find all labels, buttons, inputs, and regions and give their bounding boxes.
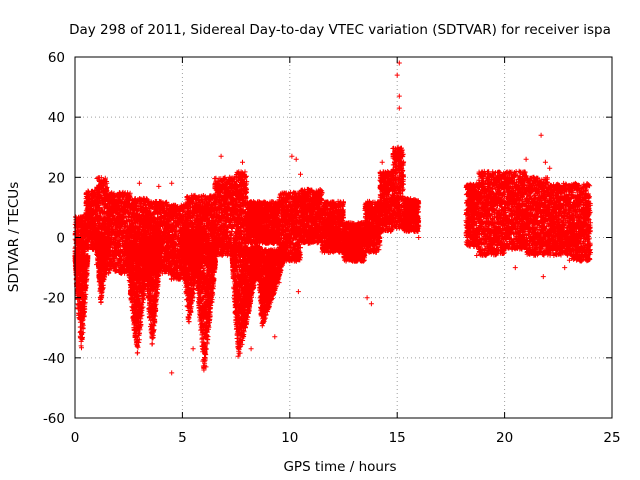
x-tick-label: 5 [178, 430, 187, 446]
x-tick-label: 25 [603, 430, 620, 446]
x-tick-label: 15 [389, 430, 406, 446]
y-tick-label: 40 [48, 110, 65, 126]
y-tick-label: 0 [56, 231, 65, 247]
x-tick-label: 0 [71, 430, 80, 446]
y-tick-label: -60 [43, 411, 65, 427]
x-tick-label: 20 [496, 430, 513, 446]
sdtvar-point-cloud [72, 60, 593, 376]
y-axis-label: SDTVAR / TECUs [6, 182, 22, 292]
y-tick-label: 60 [48, 50, 65, 66]
chart-title: Day 298 of 2011, Sidereal Day-to-day VTE… [69, 22, 611, 38]
axis-ticks: 0 5 10 15 20 25 -60 -40 -20 0 20 40 60 [43, 50, 621, 446]
y-tick-label: -40 [43, 351, 65, 367]
x-tick-label: 10 [281, 430, 298, 446]
x-axis-label: GPS time / hours [283, 459, 396, 475]
data-points [72, 60, 593, 376]
y-tick-label: -20 [43, 291, 65, 307]
y-tick-label: 20 [48, 170, 65, 186]
